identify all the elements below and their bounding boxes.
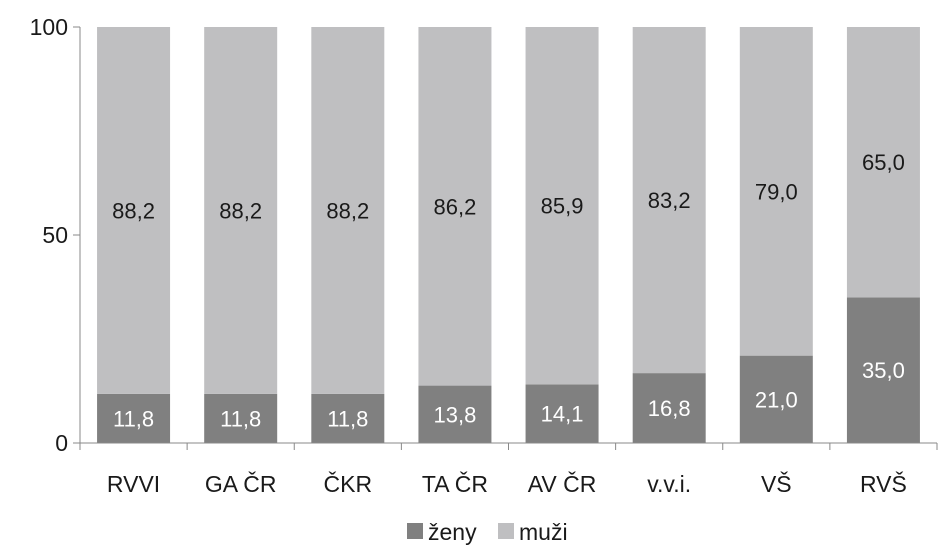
data-label: 88,2 (219, 198, 262, 223)
bar-segment-zeny (418, 385, 492, 443)
bar-segment-zeny (204, 393, 278, 443)
bar-segment-muzi (97, 27, 171, 394)
bar-segment-zeny (739, 355, 813, 443)
bar-segment-muzi (418, 27, 492, 386)
bar-segment-zeny (311, 393, 385, 443)
data-label: 83,2 (648, 188, 691, 213)
bar-segment-zeny (846, 297, 920, 443)
bar-segment-muzi (846, 27, 920, 298)
bar-segment-zeny (97, 393, 171, 443)
y-tick-label: 0 (55, 430, 68, 456)
data-label: 79,0 (755, 179, 798, 204)
data-label: 21,0 (755, 387, 798, 412)
data-label: 11,8 (327, 406, 368, 431)
bar-segment-muzi (311, 27, 385, 394)
data-label: 11,8 (220, 406, 261, 431)
x-axis: RVVI GA ČR ČKR TA ČR AV ČR v.v.i. VŠ RVŠ (79, 442, 938, 497)
bar-segment-muzi (739, 27, 813, 356)
data-label: 11,8 (113, 406, 154, 431)
x-category-label: RVVI (107, 471, 160, 497)
data-label: 65,0 (862, 150, 905, 175)
data-label: 86,2 (434, 194, 477, 219)
x-category-label: v.v.i. (647, 471, 691, 497)
legend-swatch-muzi (498, 523, 514, 539)
legend: ženy muži (407, 519, 568, 545)
x-category-label: TA ČR (422, 470, 488, 497)
x-category-label: ČKR (324, 470, 373, 497)
bar-segment-muzi (525, 27, 599, 385)
data-label: 88,2 (112, 198, 155, 223)
data-label: 85,9 (541, 194, 584, 219)
x-category-label: RVŠ (860, 470, 907, 497)
y-axis: 0 50 100 (30, 14, 81, 456)
data-label: 16,8 (648, 396, 691, 421)
bar-segment-muzi (204, 27, 278, 394)
y-tick-label: 100 (30, 14, 68, 40)
y-tick-label: 50 (42, 222, 68, 248)
legend-label: muži (519, 519, 568, 545)
legend-label: ženy (428, 519, 477, 545)
data-label: 14,1 (541, 402, 584, 427)
legend-swatch-zeny (407, 523, 423, 539)
x-category-label: VŠ (761, 470, 792, 497)
data-label: 13,8 (434, 402, 477, 427)
data-label: 88,2 (326, 198, 369, 223)
data-label: 35,0 (862, 358, 905, 383)
bars: 11,8 88,2 11,8 88,2 11,8 88,2 13,8 86,2 14,1 85,9… (97, 27, 920, 443)
bar-segment-zeny (525, 384, 599, 443)
x-category-label: AV ČR (528, 470, 597, 497)
x-category-label: GA ČR (205, 470, 277, 497)
bar-segment-muzi (632, 27, 706, 374)
bar-segment-zeny (632, 373, 706, 443)
